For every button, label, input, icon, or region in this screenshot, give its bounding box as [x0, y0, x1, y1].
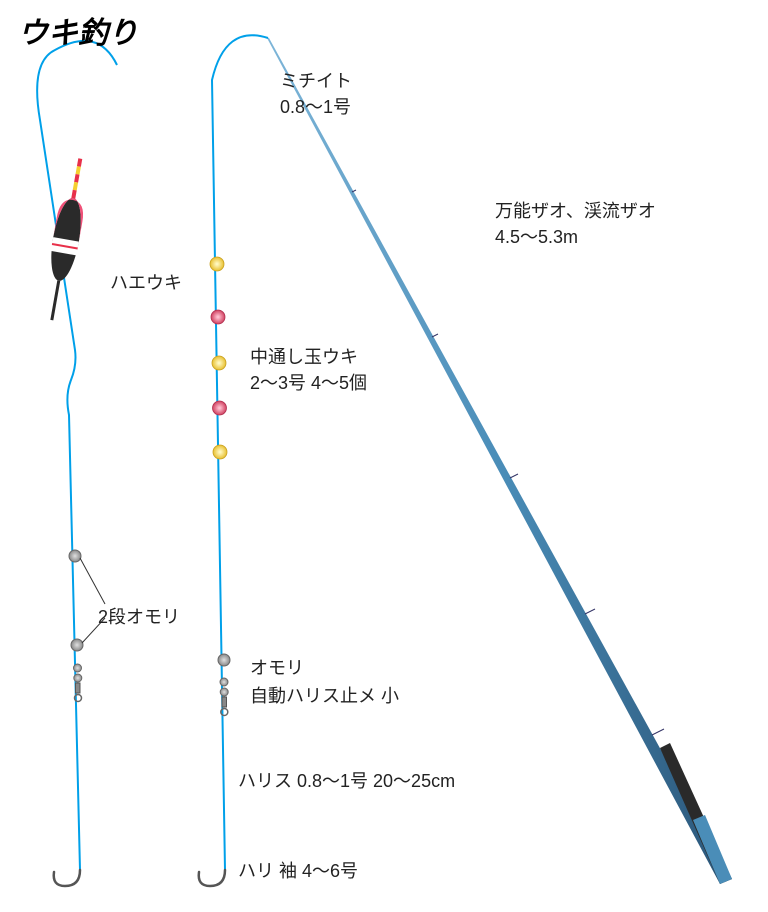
label-rod: 万能ザオ、渓流ザオ4.5〜5.3m: [495, 198, 656, 250]
label-harris: ハリス 0.8〜1号 20〜25cm: [238, 768, 455, 794]
label-main-line: ミチイト0.8〜1号: [280, 68, 352, 120]
label-hook: ハリ 袖 4〜6号: [238, 858, 358, 884]
label-ball-floats: 中通し玉ウキ2〜3号 4〜5個: [250, 344, 367, 396]
label-auto-stop: 自動ハリス止メ 小: [250, 683, 399, 709]
label-two-weights: 2段オモリ: [98, 604, 180, 630]
label-weight: オモリ: [250, 655, 304, 681]
diagram-title: ウキ釣り: [18, 8, 138, 52]
label-hae-float: ハエウキ: [110, 270, 182, 296]
